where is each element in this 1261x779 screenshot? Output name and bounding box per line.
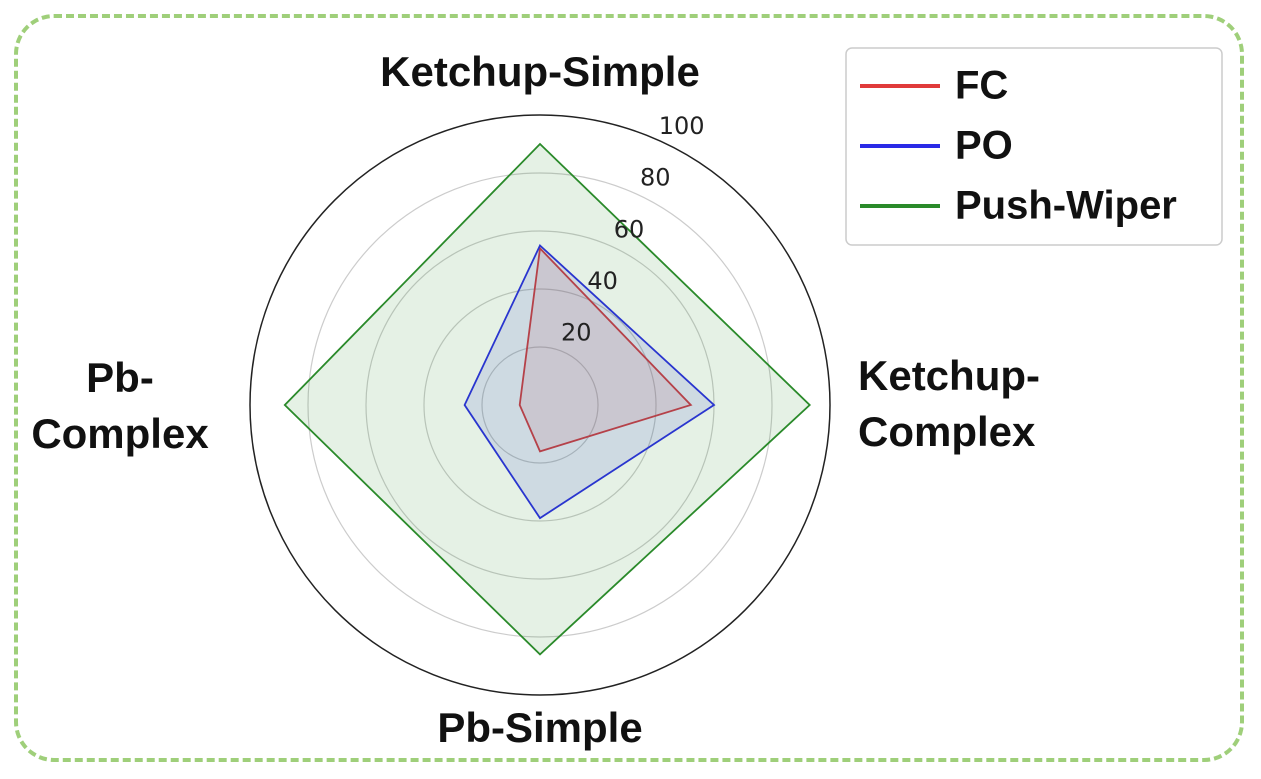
category-label: Ketchup-Simple bbox=[380, 48, 700, 95]
grid-ring bbox=[481, 346, 599, 464]
category-label: Pb-Simple bbox=[437, 704, 643, 751]
series-area bbox=[283, 142, 812, 656]
r-tick-label: 80 bbox=[640, 164, 671, 192]
legend: FC PO Push-Wiper bbox=[845, 47, 1223, 246]
grid-ring bbox=[307, 172, 773, 638]
grid-ring bbox=[423, 288, 657, 522]
legend-label: FC bbox=[955, 64, 1008, 108]
r-tick-label: 100 bbox=[659, 112, 705, 140]
r-tick-label: 40 bbox=[587, 267, 618, 295]
series-area bbox=[463, 244, 716, 520]
legend-label: Push-Wiper bbox=[955, 184, 1177, 228]
legend-label: PO bbox=[955, 124, 1013, 168]
r-tick-label: 20 bbox=[561, 319, 592, 347]
frame bbox=[14, 14, 1244, 762]
category-label: Pb-Complex bbox=[31, 354, 209, 457]
r-tick-label: 60 bbox=[614, 215, 645, 243]
legend-box bbox=[845, 47, 1223, 246]
category-label: Ketchup-Complex bbox=[858, 352, 1040, 455]
series-area bbox=[518, 246, 693, 453]
outer-ring bbox=[249, 114, 831, 696]
